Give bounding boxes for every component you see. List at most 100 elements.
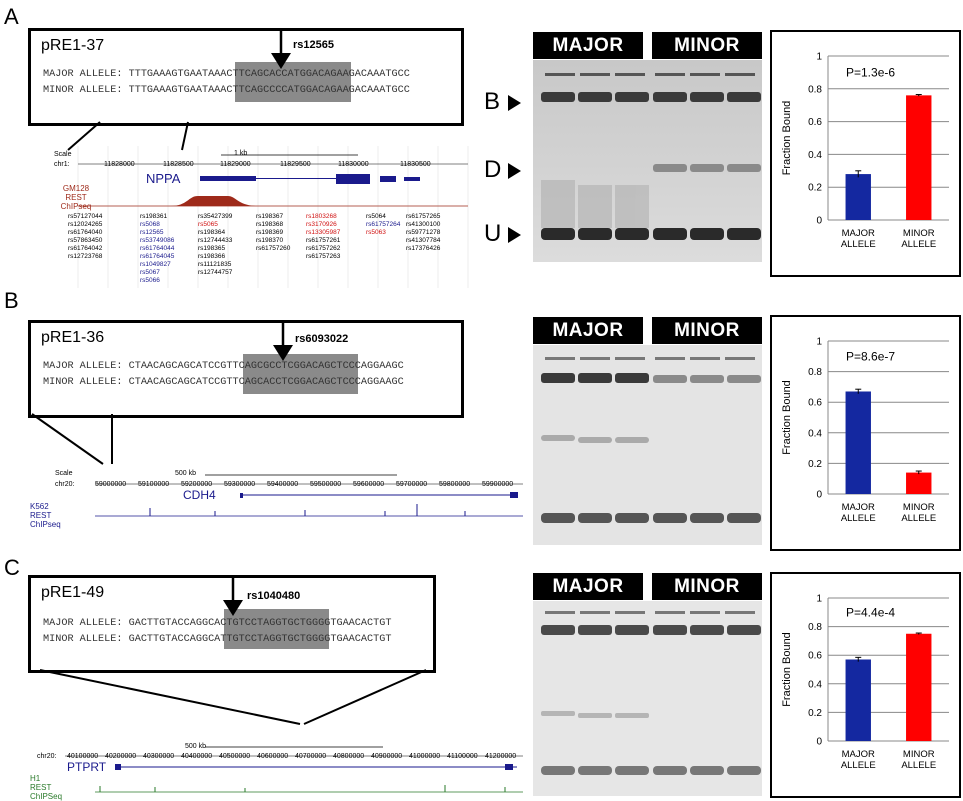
sequence-box-c: pRE1-49 rs1040480 MAJOR ALLELE: GACTTGTA…	[28, 575, 436, 673]
scale-bar-label: 1 kb	[234, 150, 248, 157]
tick-label: 11828500	[163, 161, 194, 168]
tick-label: 59000000	[95, 481, 127, 488]
x-tick-label: MINOR	[903, 228, 935, 239]
x-tick-label: MINOR	[903, 502, 935, 513]
snp-arrow	[223, 578, 243, 616]
band-label-u: U	[484, 220, 502, 247]
snp-arrow	[271, 31, 291, 69]
tick-label: 40600000	[257, 753, 289, 760]
p-value-annotation: P=8.6e-7	[846, 349, 895, 363]
genome-browser-c: chr20: 500 kb 40100000 40200000 40300000…	[35, 742, 523, 796]
chrom-label: chr20:	[37, 753, 57, 760]
region-title: pRE1-49	[41, 584, 105, 601]
y-tick-label: 0.2	[808, 459, 822, 470]
y-tick-label: 0.4	[808, 150, 822, 161]
tick-label: 11830000	[338, 161, 369, 168]
y-axis-label: Fraction Bound	[781, 632, 793, 707]
panel-letter-b: B	[4, 288, 19, 313]
scale-label: Scale	[54, 151, 72, 158]
tick-label: 40900000	[371, 753, 403, 760]
tick-label: 59900000	[482, 481, 514, 488]
tick-label: 40800000	[333, 753, 365, 760]
band-arrow-u	[508, 227, 521, 243]
gel-header-major: MAJOR	[533, 32, 643, 59]
zoom-lines-a	[67, 121, 189, 151]
x-tick-label: ALLELE	[841, 239, 876, 250]
tick-label: 59800000	[439, 481, 471, 488]
tick-label: 59200000	[181, 481, 213, 488]
tick-label: 40700000	[295, 753, 327, 760]
snp-id: rs6093022	[295, 333, 349, 345]
gel-header-major: MAJOR	[533, 317, 643, 344]
y-tick-label: 0	[816, 216, 822, 227]
tick-label: 59500000	[310, 481, 342, 488]
bar	[906, 472, 932, 494]
snp-arrow	[273, 323, 293, 361]
bar-chart-c: 0 0.2 0.4 0.6 0.8 1 Fraction Bound MAJOR ALLELE M…	[770, 572, 961, 798]
gene-label: CDH4	[183, 488, 216, 502]
chrom-label: chr1:	[54, 161, 70, 168]
x-tick-label: MAJOR	[842, 228, 875, 239]
tick-label: 59700000	[396, 481, 428, 488]
gel-image-a	[533, 60, 762, 262]
x-tick-label: MINOR	[903, 749, 935, 760]
bar-chart-a: 0 0.2 0.4 0.6 0.8 1 Fraction Bound MAJOR ALLELE M…	[770, 30, 961, 277]
minor-allele-row: MINOR ALLELE: TTTGAAAGTGAATAAACTTCAGCCCC…	[43, 85, 410, 96]
y-axis-label: Fraction Bound	[781, 101, 793, 176]
gel-header-minor: MINOR	[652, 573, 762, 600]
chrom-label: chr20:	[55, 481, 75, 488]
region-title: pRE1-37	[41, 37, 105, 54]
tick-label: 40300000	[143, 753, 175, 760]
y-tick-label: 0.4	[808, 679, 822, 690]
minor-allele-row: MINOR ALLELE: CTAACAGCAGCATCCGTTCAGCACCT…	[43, 377, 404, 388]
bar	[845, 659, 871, 741]
snp-column: rs61757265 rs41300100 rs59771278 rs41307784…	[406, 213, 441, 252]
snp-id: rs12565	[293, 39, 334, 51]
snp-column: rs57127044 rs12024265 rs61764040 rs57863450…	[68, 213, 103, 260]
browser-track-svg	[95, 474, 523, 517]
snp-column: rs35427399 rs5065 rs198364 rs12744433 rs1983…	[198, 213, 233, 276]
tick-label: 40200000	[105, 753, 137, 760]
p-value-annotation: P=4.4e-4	[846, 605, 895, 619]
snp-column: rs198367 rs198368 rs198369 rs198370 rs617572…	[256, 213, 291, 252]
gene-label: PTPRT	[67, 760, 107, 774]
gel-header-minor: MINOR	[652, 32, 762, 59]
x-tick-label: MAJOR	[842, 502, 875, 513]
gel-image-c	[533, 601, 762, 796]
snp-column: rs198361 rs5068 rs12565 rs53749086 rs6176404…	[140, 213, 175, 284]
scale-label: Scale	[55, 470, 73, 477]
band-label-d: D	[484, 156, 502, 183]
tick-label: 59300000	[224, 481, 256, 488]
y-tick-label: 0.6	[808, 651, 822, 662]
snp-highlight	[243, 354, 358, 394]
tick-label: 40100000	[67, 753, 99, 760]
snp-highlight	[235, 62, 351, 102]
zoom-lines-c	[39, 669, 427, 725]
y-tick-label: 0	[816, 490, 822, 501]
sequence-box-b: pRE1-36 rs6093022 MAJOR ALLELE: CTAACAGC…	[28, 320, 464, 418]
major-allele-row: MAJOR ALLELE: CTAACAGCAGCATCCGTTCAGCGCCT…	[43, 361, 404, 372]
track-label: GM128 REST ChIPseq	[60, 184, 92, 211]
tick-label: 59400000	[267, 481, 299, 488]
minor-allele-row: MINOR ALLELE: GACTTGTACCAGGCATTGTCCTAGGT…	[43, 634, 392, 645]
tick-label: 40500000	[219, 753, 251, 760]
y-tick-label: 1	[816, 52, 822, 63]
browser-track-svg	[77, 146, 469, 288]
y-tick-label: 0.6	[808, 398, 822, 409]
tick-label: 40400000	[181, 753, 213, 760]
scale-bar-label: 500 kb	[175, 470, 197, 477]
gel-image-b	[533, 345, 762, 545]
y-tick-label: 0.8	[808, 367, 822, 378]
tick-label: 11830500	[400, 161, 431, 168]
browser-track-svg	[65, 746, 523, 793]
x-tick-label: MAJOR	[842, 749, 875, 760]
genome-browser-b: Scale chr20: 500 kb 59000000 59100000 59…	[55, 466, 523, 520]
y-tick-label: 0.8	[808, 622, 822, 633]
tick-label: 11829500	[280, 161, 311, 168]
x-tick-label: ALLELE	[841, 760, 876, 771]
panel-letter-a: A	[4, 4, 19, 29]
snp-id: rs1040480	[247, 590, 301, 602]
scale-bar-label: 500 kb	[185, 743, 207, 750]
sequence-box-a: pRE1-37 rs12565 MAJOR ALLELE: TTTGAAAGTG…	[28, 28, 464, 126]
snp-column: rs1803268 rs3170926 rs13305987 rs61757261 rs…	[306, 213, 341, 260]
